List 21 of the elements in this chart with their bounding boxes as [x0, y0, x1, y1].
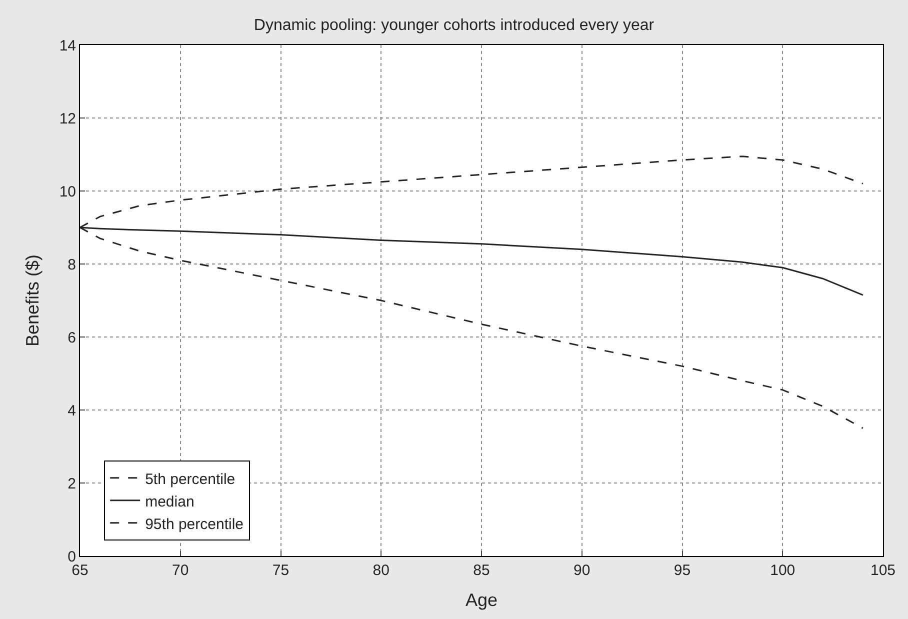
x-tick-label: 85 — [473, 562, 490, 579]
chart-title: Dynamic pooling: younger cohorts introduced every year — [254, 16, 655, 34]
x-tick-label: 100 — [770, 562, 796, 579]
x-tick-label: 105 — [870, 562, 896, 579]
x-tick-label: 80 — [372, 562, 390, 579]
y-tick-label: 6 — [68, 329, 76, 346]
legend-label: 5th percentile — [145, 470, 236, 488]
x-tick-label: 95 — [674, 562, 691, 579]
x-tick-label: 90 — [574, 562, 590, 579]
x-tick-label: 70 — [172, 562, 189, 579]
y-tick-label: 14 — [59, 37, 76, 54]
legend-label: median — [145, 493, 194, 510]
y-axis-title: Benefits ($) — [22, 254, 43, 347]
x-axis-title: Age — [465, 590, 498, 610]
y-tick-label: 8 — [68, 256, 76, 274]
legend-label: 95th percentile — [145, 516, 244, 533]
y-tick-label: 10 — [59, 183, 76, 200]
y-tick-label: 2 — [68, 475, 76, 492]
y-tick-label: 4 — [68, 402, 76, 420]
x-tick-label: 75 — [272, 562, 290, 579]
y-tick-label: 12 — [59, 110, 76, 128]
